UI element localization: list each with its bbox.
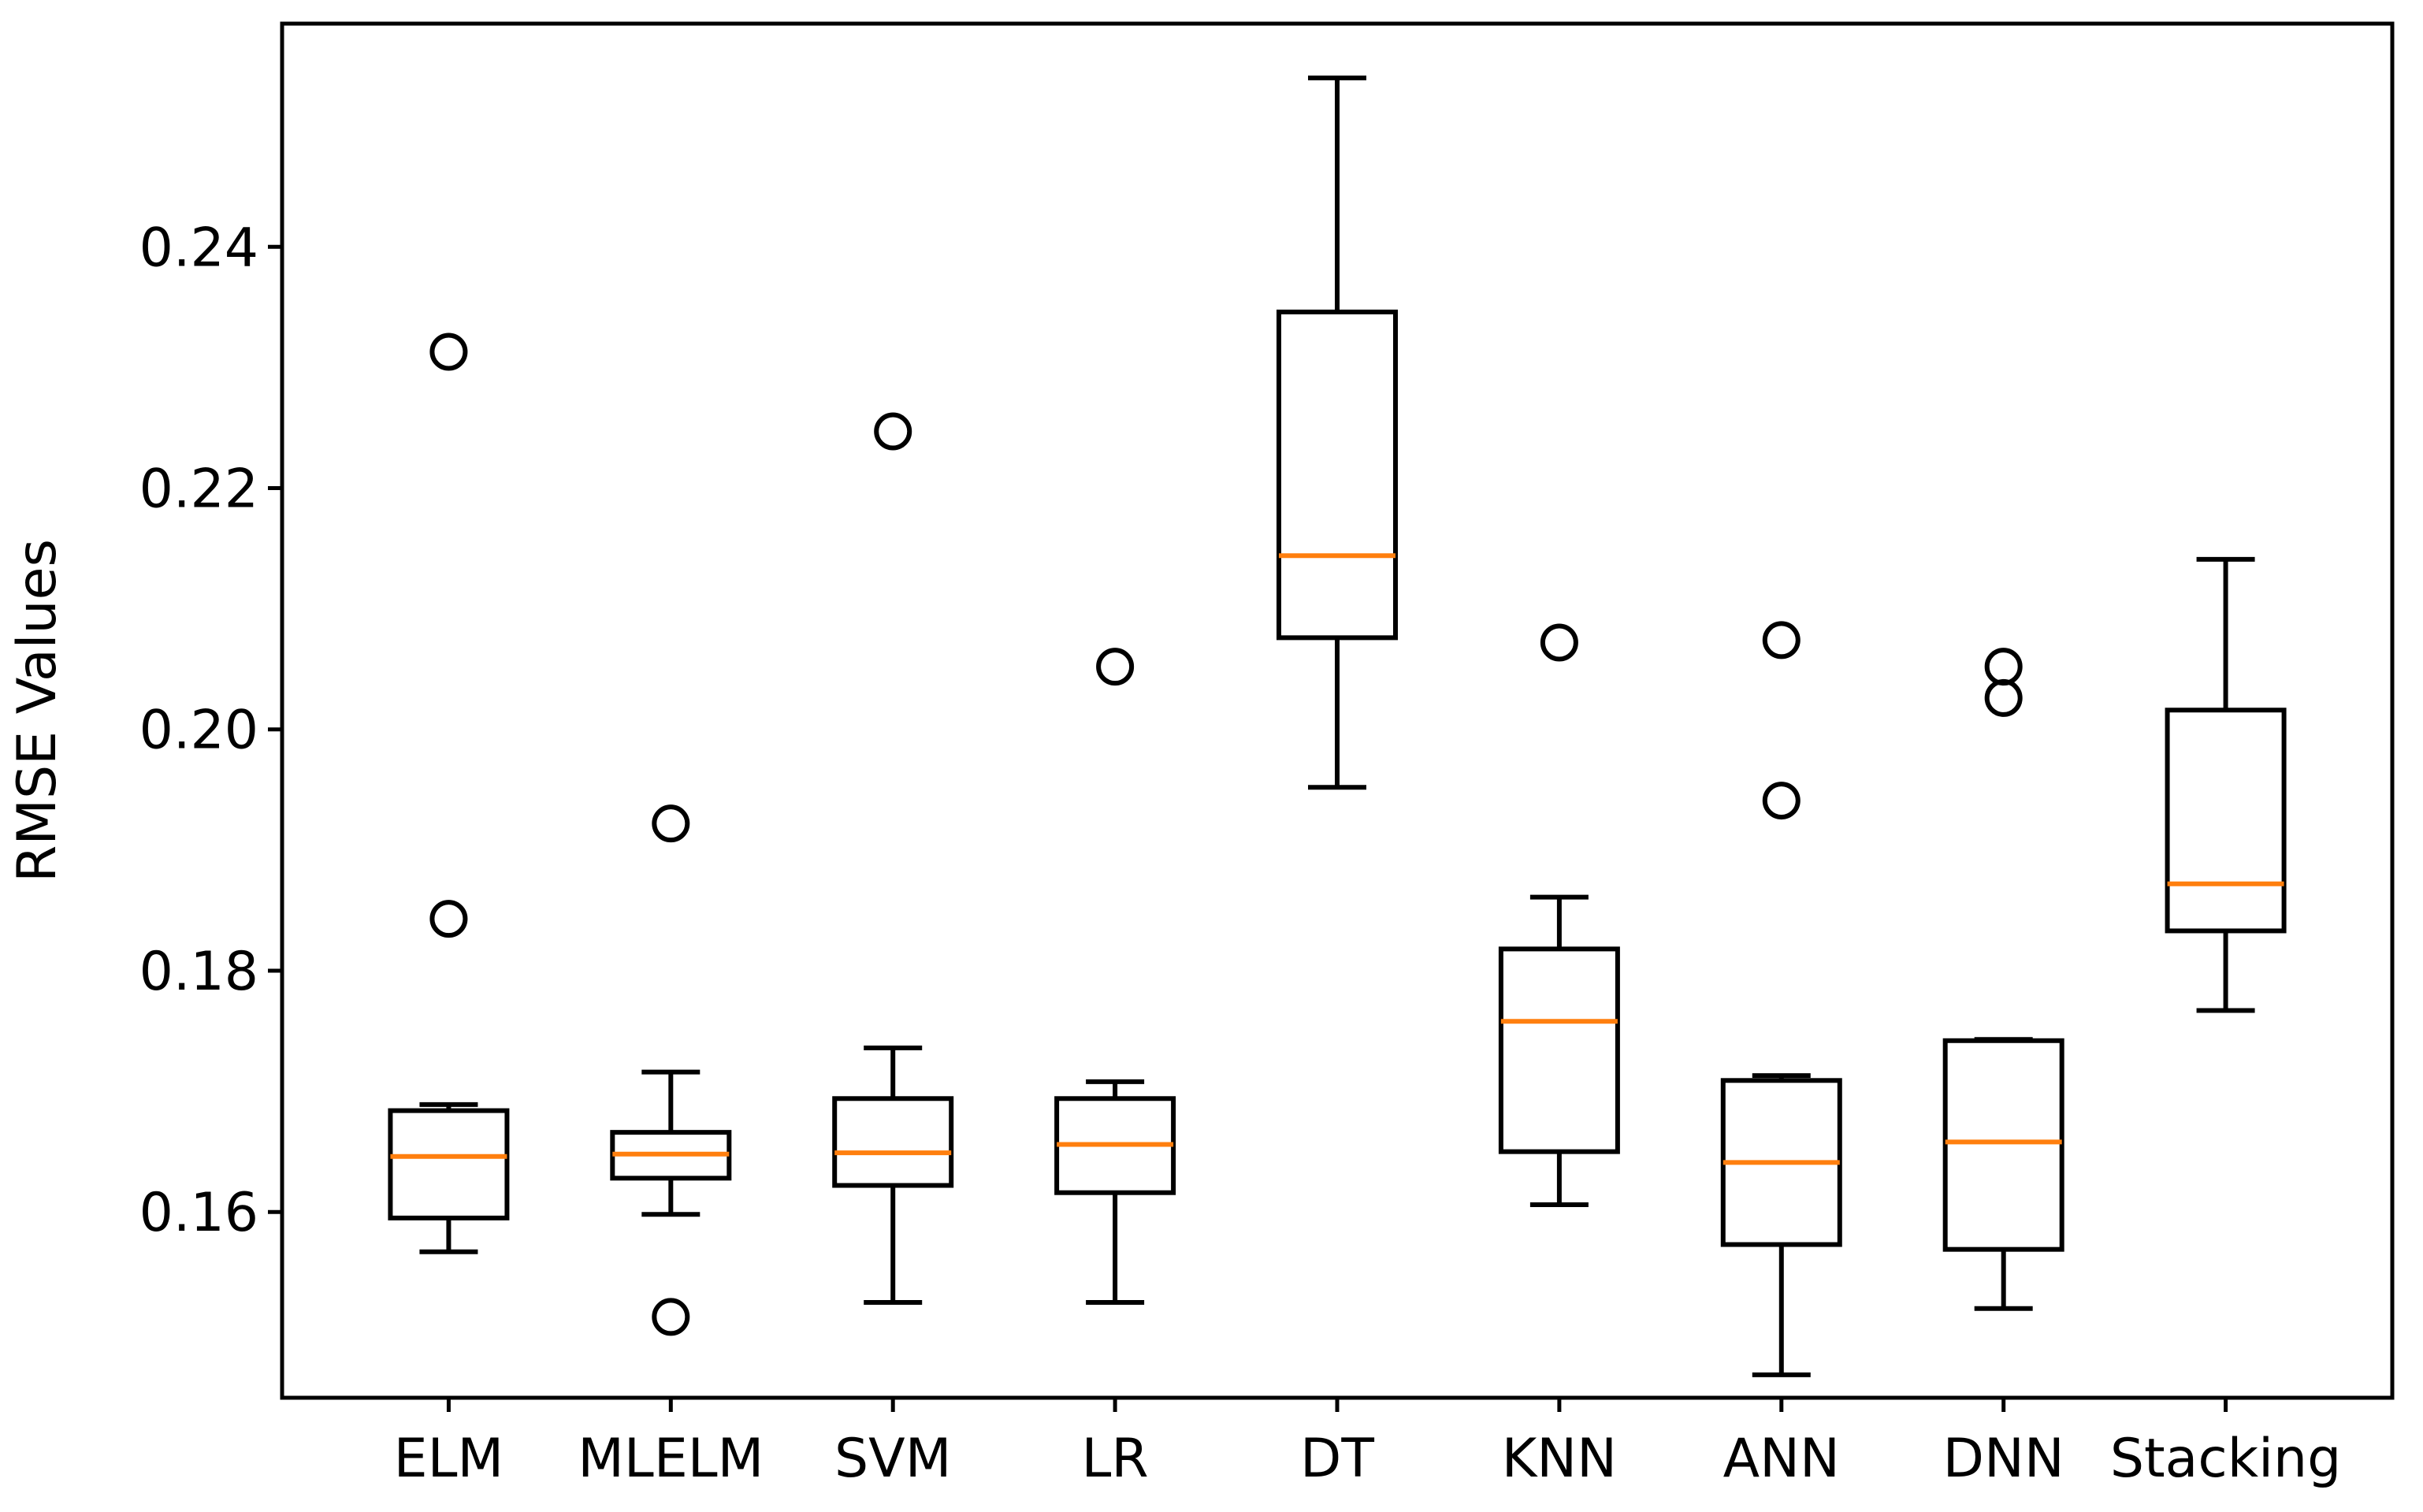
iqr-box (1942, 1038, 2064, 1252)
iqr-box (1277, 309, 1398, 641)
box-mlelm (610, 804, 732, 1336)
outlier-point (429, 900, 468, 938)
outlier-point (1540, 623, 1578, 662)
y-tick-label: 0.18 (139, 941, 258, 1003)
box-dt (1277, 75, 1398, 790)
x-tick-label: LR (1082, 1428, 1149, 1490)
y-axis: 0.16 0.18 0.20 0.22 0.24 (139, 217, 282, 1244)
x-tick-label: DT (1300, 1428, 1374, 1490)
box-svm (832, 412, 954, 1306)
box-lr (1054, 648, 1176, 1306)
box-knn (1498, 623, 1620, 1208)
x-axis: ELM MLELM SVM LR DT KNN ANN DNN Stacking (394, 1398, 2341, 1490)
outlier-point (429, 332, 468, 371)
x-tick-label: Stacking (2110, 1428, 2341, 1490)
x-tick-label: ELM (394, 1428, 504, 1490)
outlier-point (1762, 782, 1801, 820)
outlier-point (652, 1298, 690, 1336)
y-tick-label: 0.20 (139, 700, 258, 762)
box-ann (1720, 621, 1842, 1377)
iqr-box (388, 1108, 510, 1220)
box-stacking (2165, 556, 2287, 1013)
x-tick-label: KNN (1502, 1428, 1617, 1490)
boxes-group (388, 75, 2287, 1377)
x-tick-label: ANN (1723, 1428, 1840, 1490)
outlier-point (1762, 621, 1801, 659)
y-axis-label: RMSE Values (6, 539, 69, 882)
iqr-box (832, 1096, 954, 1188)
outlier-point (1096, 648, 1135, 686)
iqr-box (2165, 708, 2287, 934)
x-tick-label: SVM (834, 1428, 951, 1490)
outlier-point (874, 412, 912, 451)
box-elm (388, 332, 510, 1254)
y-tick-label: 0.22 (139, 458, 258, 520)
y-tick-label: 0.24 (139, 217, 258, 279)
outlier-point (1984, 648, 2023, 686)
x-tick-label: DNN (1943, 1428, 2064, 1490)
y-tick-label: 0.16 (139, 1182, 258, 1244)
x-tick-label: MLELM (578, 1428, 764, 1490)
outlier-point (652, 804, 690, 843)
box-dnn (1942, 648, 2064, 1311)
iqr-box (1498, 946, 1620, 1154)
